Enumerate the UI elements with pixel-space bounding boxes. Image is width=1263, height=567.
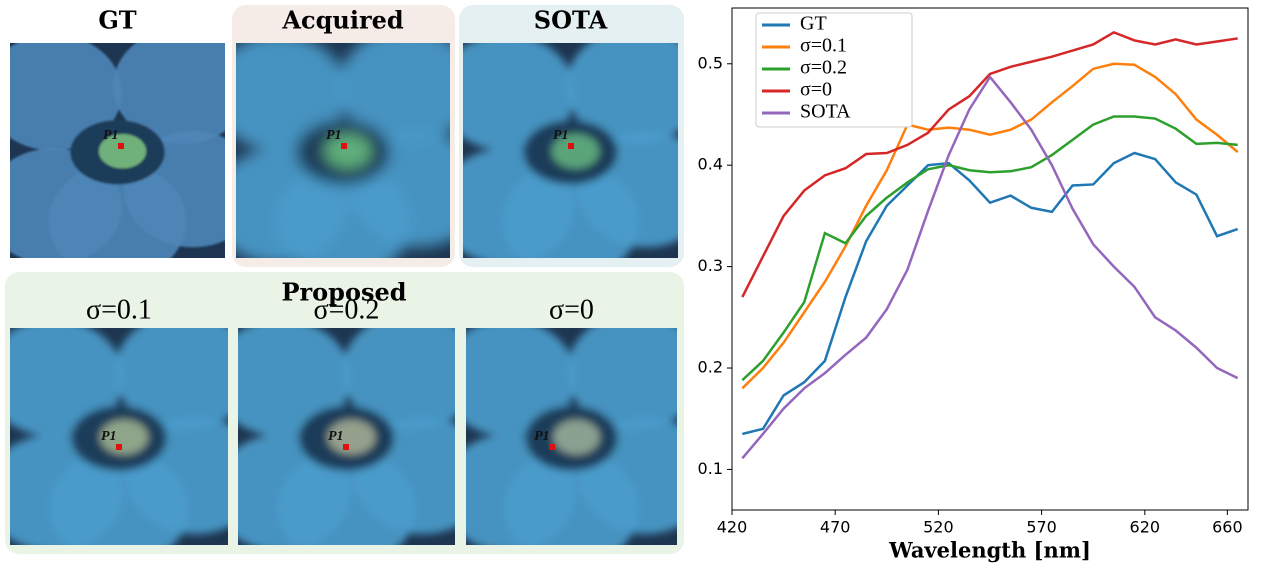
image-title: GT — [98, 6, 136, 35]
series-line — [741, 74, 1239, 460]
petal — [501, 163, 640, 258]
legend-label: σ=0.1 — [800, 35, 847, 57]
petals — [236, 43, 450, 258]
x-tick-label: 520 — [923, 518, 954, 537]
petal — [236, 43, 348, 151]
petal — [504, 449, 639, 545]
series-line — [741, 62, 1239, 390]
legend-label: SOTA — [800, 101, 851, 123]
y-tick-label: 0.4 — [698, 155, 723, 174]
image-content — [238, 328, 455, 545]
legend-label: σ=0 — [800, 79, 832, 101]
image-content — [466, 328, 677, 545]
image: P1 σ=0.2 — [238, 294, 455, 545]
petal — [274, 163, 412, 258]
petal — [238, 328, 351, 437]
petal — [114, 328, 228, 430]
image: P1 σ=0.1 — [10, 294, 228, 545]
petals — [466, 328, 677, 545]
center — [100, 419, 148, 455]
petal — [49, 449, 189, 545]
point-marker — [568, 143, 574, 149]
center — [324, 134, 372, 169]
image: P1 σ=0 — [466, 294, 677, 545]
x-tick-label: 570 — [1026, 518, 1057, 537]
image: P1 SOTA — [463, 6, 678, 258]
point-marker — [343, 444, 349, 450]
point-marker — [549, 444, 555, 450]
petal — [338, 43, 450, 145]
petal — [463, 43, 575, 151]
center — [327, 419, 376, 455]
image: P1 Acquired — [236, 6, 450, 258]
point-marker — [116, 444, 122, 450]
y-tick-label: 0.1 — [698, 459, 723, 478]
y-tick-label: 0.2 — [698, 358, 723, 377]
image-title: Acquired — [281, 6, 403, 35]
image-title: σ=0 — [549, 294, 594, 325]
plot-frame — [731, 7, 1249, 511]
image-content — [10, 43, 225, 258]
x-axis-label: Wavelength [nm] — [888, 538, 1091, 563]
petal — [277, 449, 416, 545]
legend-box — [755, 12, 913, 128]
point-label: P1 — [103, 128, 119, 143]
series-line — [742, 151, 1239, 436]
series-line — [741, 115, 1238, 382]
image-title: σ=0.1 — [86, 294, 152, 325]
point-label: P1 — [326, 128, 342, 143]
petal — [113, 43, 225, 145]
center — [98, 134, 147, 169]
petal — [10, 328, 124, 437]
legend-label: σ=0.2 — [800, 57, 847, 79]
petal — [566, 43, 678, 145]
x-tick-label: 660 — [1212, 518, 1243, 537]
y-tick-label: 0.5 — [698, 53, 723, 72]
image-title: SOTA — [534, 6, 608, 35]
point-marker — [341, 143, 347, 149]
image-content — [463, 43, 678, 258]
image-title: σ=0.2 — [314, 294, 380, 325]
point-marker — [118, 143, 124, 149]
x-tick-label: 620 — [1130, 518, 1161, 537]
petal — [466, 328, 576, 437]
group-title: Proposed — [281, 278, 406, 307]
petal — [567, 328, 677, 430]
petals — [10, 43, 225, 258]
y-tick-label: 0.3 — [698, 256, 723, 275]
petals — [10, 328, 228, 545]
point-label: P1 — [534, 429, 550, 444]
image: P1 GT — [10, 6, 225, 258]
series-line — [741, 30, 1238, 298]
petal — [10, 43, 122, 151]
petals — [238, 328, 455, 545]
point-label: P1 — [328, 429, 344, 444]
point-label: P1 — [553, 128, 569, 143]
point-label: P1 — [101, 429, 117, 444]
center — [551, 134, 600, 169]
x-tick-label: 470 — [820, 518, 851, 537]
petal — [342, 328, 455, 430]
x-tick-label: 420 — [717, 518, 748, 537]
petals — [463, 43, 678, 258]
center — [553, 419, 600, 455]
legend-label: GT — [800, 13, 827, 35]
image-content — [236, 43, 450, 258]
petal — [48, 163, 187, 258]
image-content — [10, 328, 228, 545]
